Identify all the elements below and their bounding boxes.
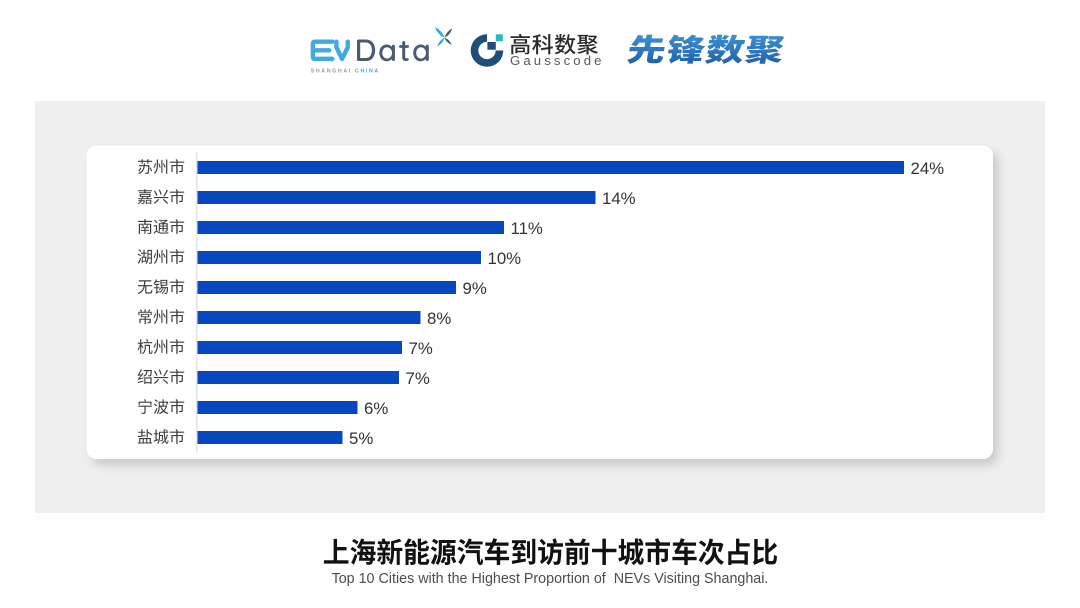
svg-text:SHANGHAI CHINA: SHANGHAI CHINA (311, 69, 380, 75)
svg-text:5%: 5% (349, 429, 373, 448)
svg-text:7%: 7% (406, 369, 430, 388)
svg-text:6%: 6% (364, 399, 388, 418)
svg-text:8%: 8% (427, 309, 451, 328)
svg-text:14%: 14% (602, 189, 636, 208)
svg-text:11%: 11% (511, 219, 543, 238)
svg-text:Top 10 Cities with the Highest: Top 10 Cities with the Highest Proportio… (332, 571, 769, 587)
svg-text:Gausscode: Gausscode (510, 53, 605, 68)
svg-text:7%: 7% (409, 339, 433, 358)
svg-text:24%: 24% (911, 159, 945, 178)
svg-text:9%: 9% (463, 279, 487, 298)
svg-text:10%: 10% (488, 249, 522, 268)
